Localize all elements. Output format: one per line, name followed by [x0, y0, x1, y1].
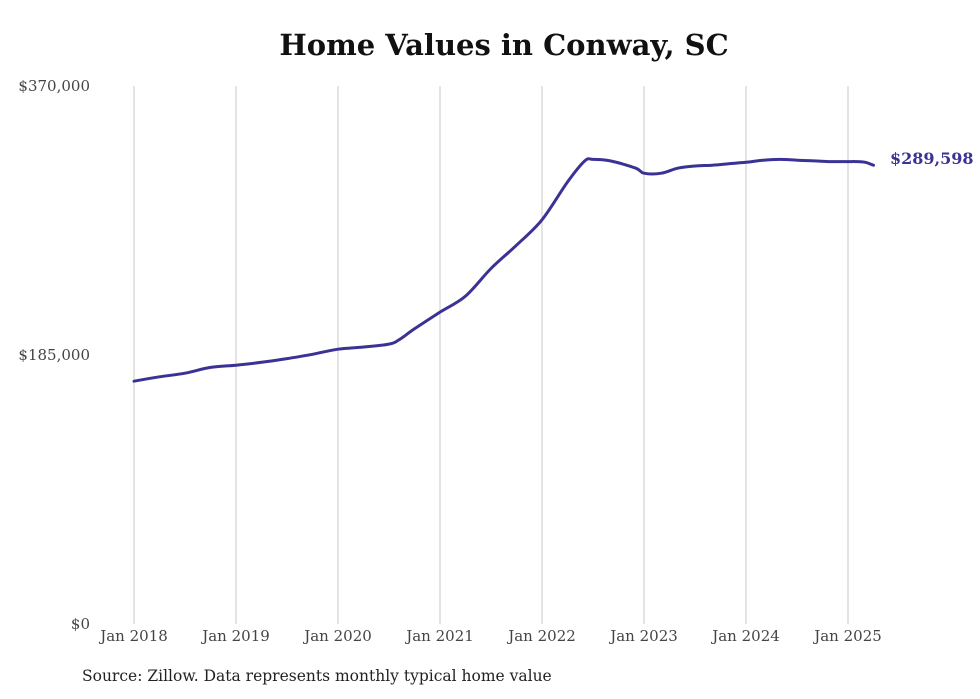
x-tick-label: Jan 2020 — [302, 627, 372, 645]
y-tick-label: $370,000 — [18, 77, 90, 95]
x-axis-tick-labels: Jan 2018 Jan 2019 Jan 2020 Jan 2021 Jan 2022… — [98, 627, 882, 645]
end-value-label: $289,598 — [890, 149, 974, 168]
x-tick-label: Jan 2019 — [200, 627, 270, 645]
series-layer — [132, 157, 875, 383]
vertical-gridlines — [133, 86, 849, 624]
y-tick-label: $0 — [71, 615, 90, 633]
x-tick-label: Jan 2024 — [710, 627, 780, 645]
y-axis-tick-labels: $0 $185,000 $370,000 — [18, 77, 90, 633]
end-label-layer: $289,598 — [890, 149, 974, 168]
chart-title: Home Values in Conway, SC — [279, 28, 729, 62]
home-value-line — [132, 157, 875, 383]
x-tick-label: Jan 2025 — [812, 627, 882, 645]
x-tick-label: Jan 2018 — [98, 627, 168, 645]
y-tick-label: $185,000 — [18, 346, 90, 364]
x-tick-label: Jan 2021 — [404, 627, 474, 645]
x-tick-label: Jan 2022 — [506, 627, 576, 645]
source-note: Source: Zillow. Data represents monthly … — [82, 667, 552, 685]
x-tick-label: Jan 2023 — [608, 627, 678, 645]
